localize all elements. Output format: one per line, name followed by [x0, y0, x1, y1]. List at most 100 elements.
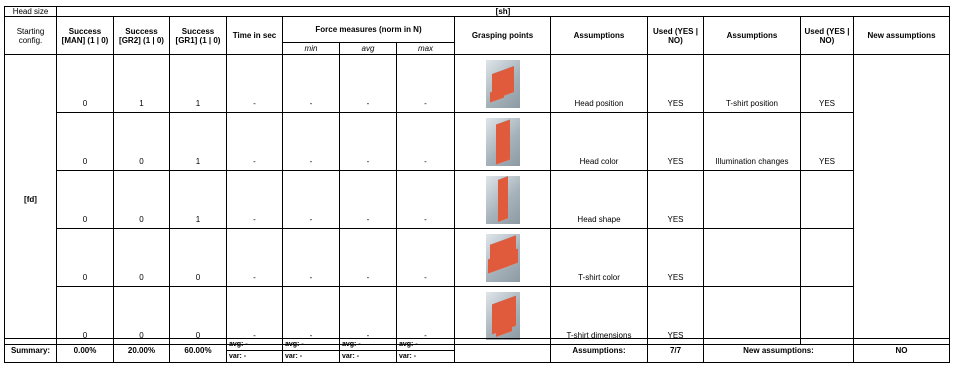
summary-gr2: 20.00% [113, 338, 170, 363]
cell-time: - [226, 112, 283, 171]
column-header-row: Starting config. Success [MAN] (1 | 0) S… [4, 16, 951, 55]
assumptions2-header: Assumptions [703, 16, 801, 55]
cell-max: - [396, 112, 455, 171]
cell-time: - [226, 170, 283, 229]
cell-assump2: Illumination changes [703, 112, 801, 171]
table-row: [fd] 0 1 1- - - - Head position YES T-shirt posit… [4, 54, 951, 345]
head-size-label: Head size [4, 6, 57, 17]
tshirt-shape [495, 118, 510, 165]
cell-used: YES [647, 228, 704, 287]
cell-assump: T-shirt color [550, 228, 648, 287]
time-header: Time in sec [226, 16, 283, 55]
cell-man: 0 [56, 170, 114, 229]
assumptions-header: Assumptions [550, 16, 648, 55]
cell-max: - [396, 170, 455, 229]
cell-gr1: 0 [169, 286, 227, 345]
cell-assump2: T-shirt position [703, 54, 801, 113]
summary-table: Summary: 0.00% 20.00% 60.00% avg: - avg:… [4, 338, 950, 363]
cell-gr2: 0 [113, 228, 170, 287]
cell-used: YES [647, 112, 704, 171]
grasping-points-cell [454, 54, 551, 113]
table-row: 0 0 1- - - - Head shape YES [5, 170, 950, 229]
summary-new-assumptions-label: New assumptions: [703, 338, 854, 363]
grasping-points-cell [454, 112, 551, 171]
cell-gr1: 1 [169, 170, 227, 229]
results-table: Head size [sh] Starting config. Success … [4, 6, 951, 345]
cell-assump: Head position [550, 54, 648, 113]
cell-min: - [282, 228, 340, 287]
cell-assump2 [703, 286, 801, 345]
cell-used2 [800, 170, 854, 229]
summary-avg-avg: avg: - [339, 338, 397, 351]
grasp-image-4 [485, 233, 520, 282]
table-row: 0 0 1- - - - Head color YES Illumination changes… [5, 112, 950, 171]
success-gr2-header: Success [GR2] (1 | 0) [113, 16, 170, 55]
cell-assump: Head shape [550, 170, 648, 229]
cell-gr1: 1 [169, 112, 227, 171]
cell-max: - [396, 228, 455, 287]
cell-min: - [282, 286, 340, 345]
force-max-header: max [396, 42, 455, 55]
summary-time-var: var: - [226, 350, 283, 363]
cell-gr2: 0 [113, 112, 170, 171]
success-gr1-header: Success [GR1] (1 | 0) [169, 16, 227, 55]
cell-used2 [800, 228, 854, 287]
summary-var-row: var: - var: - var: - var: - [5, 350, 950, 363]
cell-time: - [226, 286, 283, 345]
used-header: Used (YES | NO) [647, 16, 704, 55]
summary-avg-var: var: - [339, 350, 397, 363]
cell-min: - [282, 112, 340, 171]
force-min-header: min [282, 42, 340, 55]
cell-assump2 [703, 170, 801, 229]
cell-time: - [226, 54, 283, 113]
head-size-value: [sh] [55, 6, 951, 17]
used2-header: Used (YES | NO) [800, 16, 854, 55]
summary-max-avg: avg: - [396, 338, 455, 351]
cell-used: YES [647, 286, 704, 345]
new-assumptions-cell [852, 54, 951, 345]
summary-max-var: var: - [396, 350, 455, 363]
cell-gr1: 1 [169, 54, 227, 113]
cell-avg: - [339, 170, 397, 229]
cell-gr2: 0 [113, 170, 170, 229]
cell-max: - [396, 54, 455, 113]
grasp-image-2 [485, 117, 520, 166]
summary-new-assumptions-value: NO [853, 338, 950, 363]
cell-avg: - [339, 228, 397, 287]
grasping-points-cell [454, 170, 551, 229]
summary-row: Summary: 0.00% 20.00% 60.00% avg: - avg:… [4, 338, 950, 363]
cell-avg: - [339, 286, 397, 345]
grasping-points-cell [454, 286, 551, 345]
grasp-image-1 [485, 59, 520, 108]
cell-avg: - [339, 112, 397, 171]
summary-assumptions-label: Assumptions: [550, 338, 648, 363]
cell-avg: - [339, 54, 397, 113]
new-assumptions-header: New assumptions [852, 16, 951, 55]
cell-man: 0 [56, 286, 114, 345]
table-row: 0 0 0- - - - T-shirt dimensions YES [5, 286, 950, 345]
summary-assumptions-value: 7/7 [647, 338, 704, 363]
summary-time-avg: avg: - [226, 338, 283, 351]
table-row: 0 0 0- - - - T-shirt color YES [5, 228, 950, 287]
force-avg-header: avg [339, 42, 397, 55]
cell-man: 0 [56, 112, 114, 171]
cell-assump2 [703, 228, 801, 287]
cell-gr1: 0 [169, 228, 227, 287]
grasp-image-3 [485, 175, 520, 224]
summary-min-var: var: - [282, 350, 340, 363]
cell-man: 0 [56, 54, 114, 113]
success-man-header: Success [MAN] (1 | 0) [56, 16, 114, 55]
summary-man: 0.00% [56, 338, 114, 363]
tshirt-shape [497, 175, 508, 222]
cell-used2: YES [800, 54, 854, 113]
cell-used2: YES [800, 112, 854, 171]
config-label: [fd] [4, 54, 57, 345]
cell-used: YES [647, 54, 704, 113]
summary-label: Summary: [4, 338, 57, 363]
grasping-points-cell [454, 228, 551, 287]
cell-min: - [282, 54, 340, 113]
summary-min-avg: avg: - [282, 338, 340, 351]
grasping-points-header: Grasping points [454, 16, 551, 55]
cell-time: - [226, 228, 283, 287]
